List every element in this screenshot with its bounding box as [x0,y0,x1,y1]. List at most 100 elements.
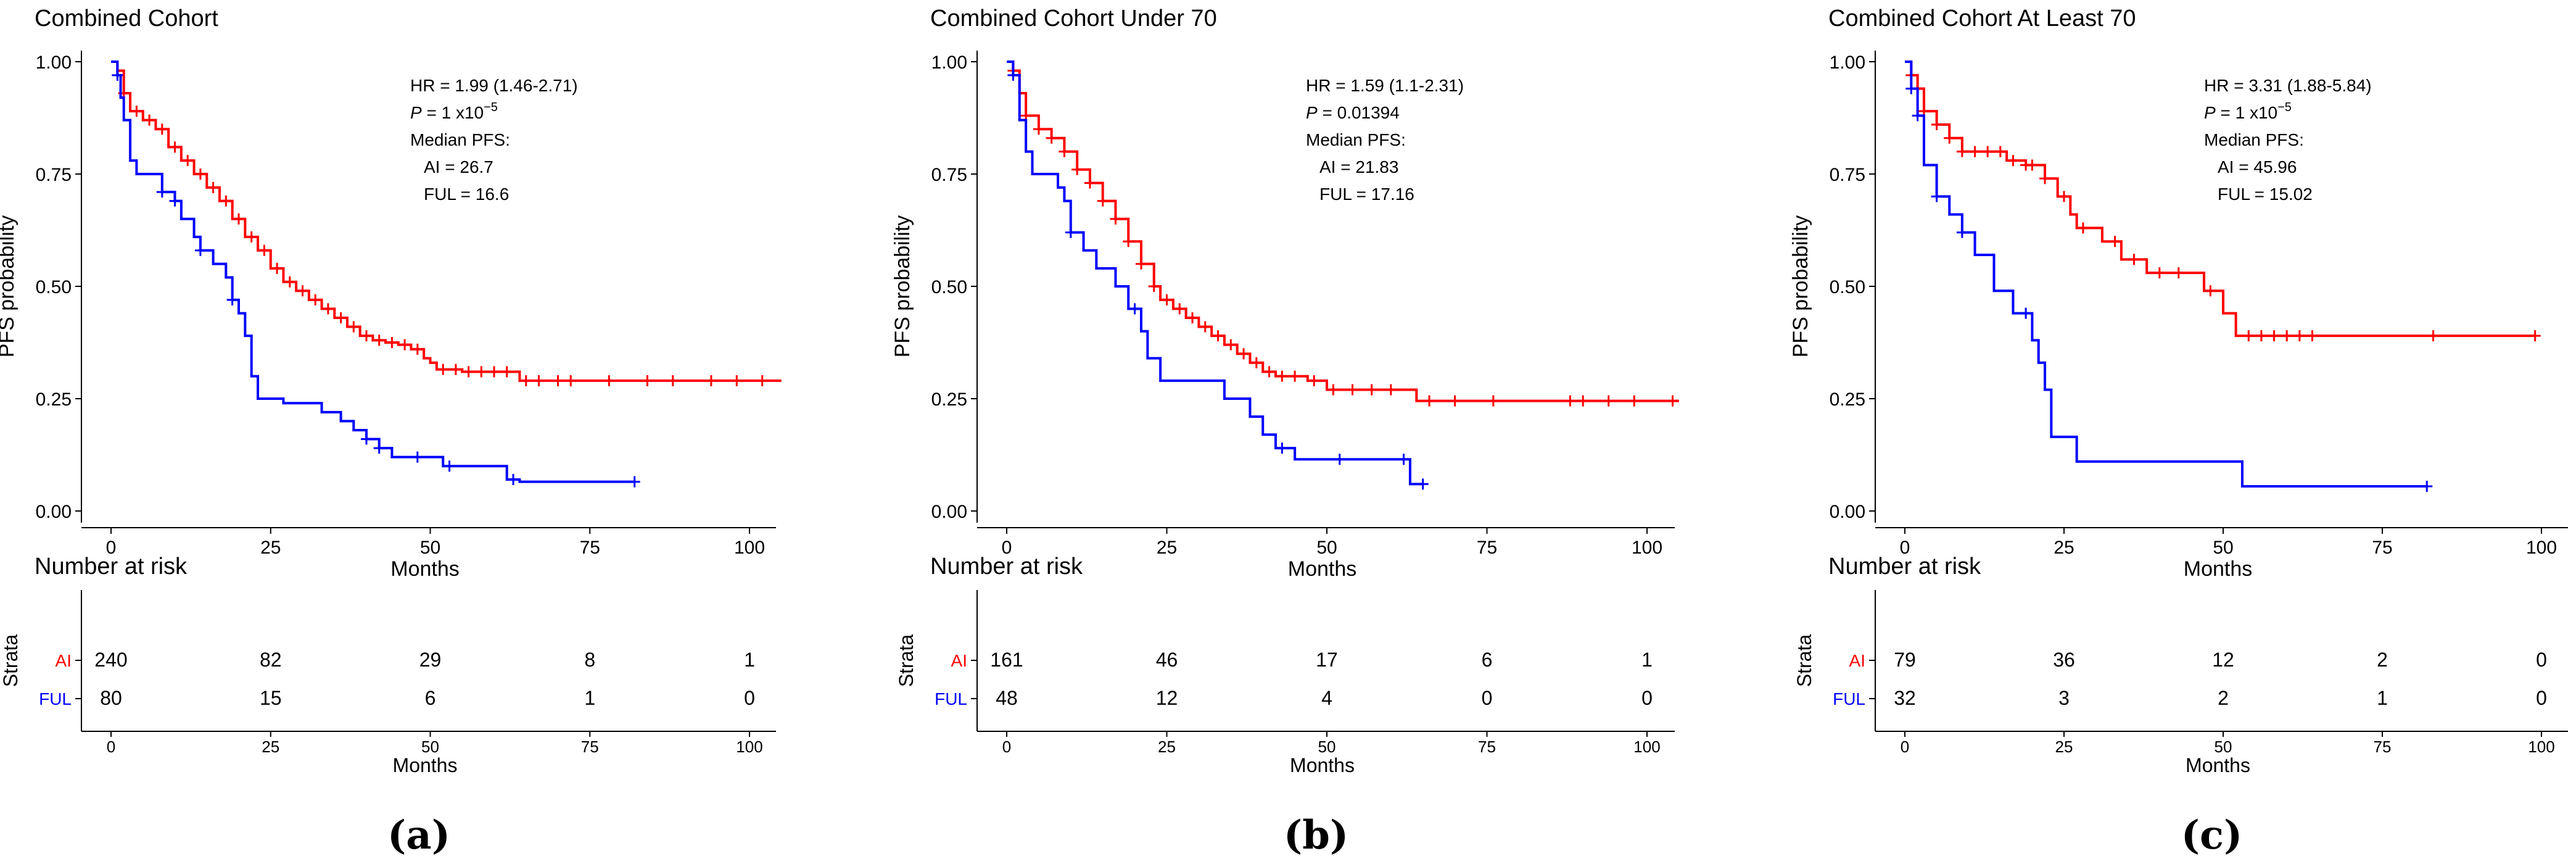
censor-mark-ai [233,213,244,225]
censor-mark-ai [705,375,717,386]
censor-mark-ai [348,321,360,333]
y-tick-label: 1.00 [36,52,72,73]
risk-count: 6 [1482,649,1493,671]
risk-row-label-ai: AI [1849,651,1865,670]
censor-mark-ai [1577,395,1589,407]
hr-text: HR = 1.59 (1.1-2.31) [1306,76,1464,95]
risk-x-tick-label: 25 [262,737,279,756]
risk-x-tick-label: 50 [421,737,439,756]
censor-mark-ful [226,294,238,305]
risk-count: 46 [1156,649,1178,671]
y-tick-label: 1.00 [931,52,967,73]
censor-mark-ai [565,375,577,386]
risk-count: 0 [744,687,755,709]
risk-count: 0 [2536,649,2547,671]
censor-mark-ai [1487,395,1499,407]
p-value-text: P = 0.01394 [1306,103,1400,122]
x-tick-label: 50 [1316,538,1337,558]
censor-mark-ai [310,294,321,305]
median-ai: AI = 21.83 [1319,157,1398,177]
censor-mark-ai [1250,357,1262,368]
risk-x-tick-label: 25 [1158,737,1176,756]
risk-x-tick-label: 100 [1633,737,1660,756]
censor-mark-ful [411,451,423,463]
censor-mark-ai [297,285,308,297]
p-exponent: −5 [2277,101,2292,114]
strata-label: Strata [0,634,22,687]
panel-label: (b) [1284,812,1348,858]
censor-mark-ful [1007,69,1019,81]
censor-mark-ful [361,433,372,445]
risk-count: 1 [2377,687,2388,709]
x-axis-label: Months [1288,557,1357,581]
risk-x-tick-label: 0 [1002,737,1011,756]
censor-mark-ai [220,195,232,207]
median-ai: AI = 45.96 [2218,157,2297,177]
censor-mark-ai [1033,123,1044,135]
censor-mark-ful [629,476,640,488]
panel-b: Combined Cohort Under 70 0.00 0.25 0.50 0.75… [891,6,1679,858]
risk-count: 12 [2212,649,2234,671]
censor-mark-ful [1129,303,1141,315]
censor-mark-ai [2268,330,2280,342]
risk-count: 4 [1321,687,1332,709]
x-tick-label: 75 [2372,538,2392,558]
censor-mark-ful [1956,226,1968,238]
censor-mark-ai [131,106,142,117]
censor-mark-ai [437,363,449,375]
censor-mark-ful [1417,478,1429,490]
p-label: P [410,103,422,122]
censor-mark-ai [2306,330,2318,342]
censor-mark-ai [156,123,168,135]
censor-mark-ai [1944,132,1955,144]
x-tick-label: 75 [580,538,600,558]
km-curve-ai [1007,60,1679,402]
x-tick-label: 0 [1002,538,1012,558]
censor-mark-ai [1385,384,1397,396]
risk-count: 6 [425,687,436,709]
censor-mark-ful [1276,442,1288,454]
censor-mark-ai [1263,366,1275,378]
p-value-text: P = 1 x10−5 [2204,101,2292,122]
y-axis-label: PFS probability [891,215,914,358]
censor-mark-ai [1366,384,1377,396]
censor-mark-ai [1059,146,1070,157]
p-value-text: P = 1 x10−5 [410,101,498,122]
censor-mark-ful [112,69,123,81]
p-exponent: −5 [484,101,498,114]
p-value: = 0.01394 [1318,103,1400,122]
censor-mark-ful [1398,454,1410,465]
censor-mark-ai [756,375,768,386]
risk-count: 1 [1641,649,1653,671]
censor-mark-ful [194,244,206,256]
censor-mark-ai [603,375,615,386]
km-curve-ful [111,60,635,483]
x-tick-label: 100 [2526,538,2557,558]
y-tick-label: 0.00 [931,502,967,522]
censor-mark-ai [552,375,564,386]
risk-count: 3 [2058,687,2070,709]
risk-table-x-label: Months [1290,754,1355,776]
censor-mark-ai [2173,267,2184,279]
y-tick-label: 1.00 [1830,52,1865,73]
risk-x-tick-label: 0 [1901,737,1909,756]
km-curve-ai [1905,60,2535,338]
censor-mark-ai [1135,258,1147,270]
censor-mark-ai [1327,384,1339,396]
y-tick-label: 0.50 [36,277,72,297]
risk-table-title: Number at risk [35,554,188,579]
censor-mark-ai [207,181,219,193]
censor-mark-ai [1110,213,1121,225]
censor-mark-ai [182,155,194,167]
risk-count: 1 [584,687,595,709]
censor-mark-ai [489,366,500,378]
censor-mark-ai [1225,339,1237,351]
censor-mark-ai [169,141,181,153]
panel-label: (a) [387,812,450,858]
censor-mark-ful [508,474,519,486]
censor-mark-ai [2007,155,2019,167]
censor-mark-ai [1931,118,1942,130]
censor-mark-ai [2026,159,2038,171]
risk-row-label-ful: FUL [935,689,967,708]
censor-mark-ful [1931,191,1942,202]
